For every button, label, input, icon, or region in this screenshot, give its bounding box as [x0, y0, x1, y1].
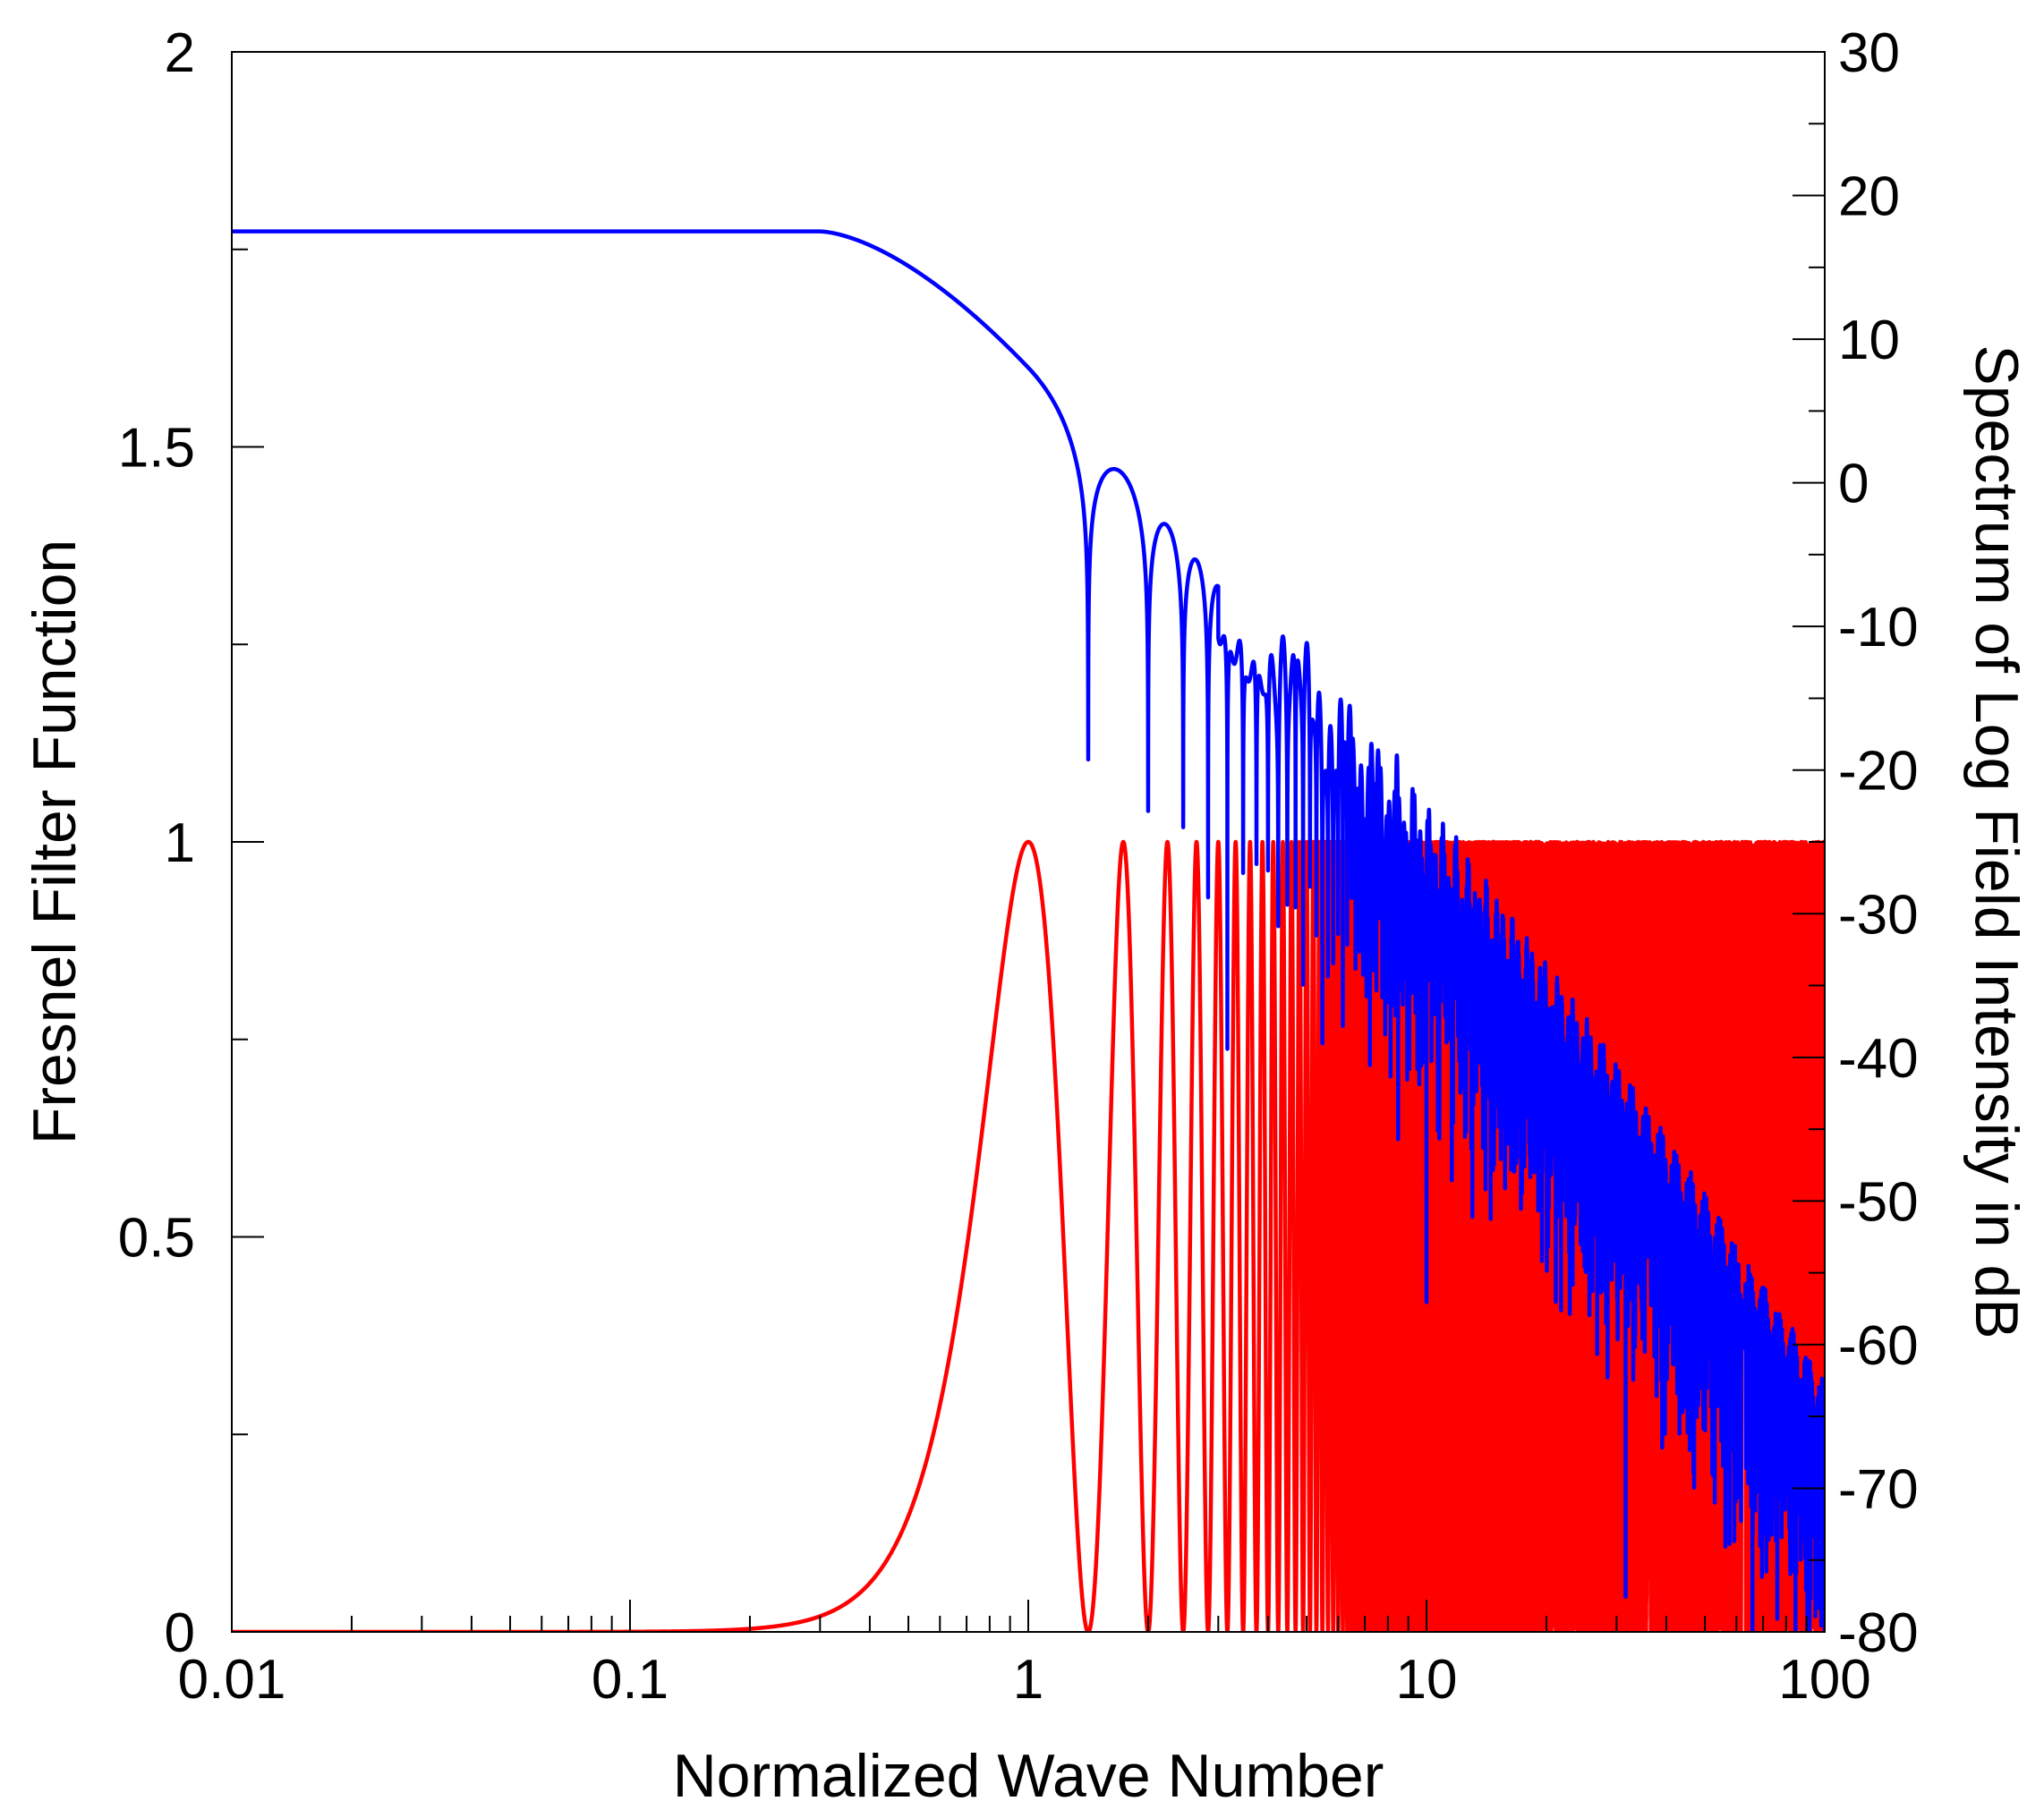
- y-right-tick-label: -50: [1838, 1171, 1919, 1233]
- x-axis-title: Normalized Wave Number: [673, 1742, 1384, 1810]
- y-left-tick-label: 2: [165, 22, 195, 84]
- x-tick-label: 0.01: [178, 1649, 286, 1711]
- y-right-tick-label: 20: [1838, 166, 1900, 228]
- y-left-tick-label: 1.5: [118, 418, 195, 480]
- y-left-tick-label: 1: [165, 812, 195, 874]
- y-axis-right-title: Spectrum of Log Field Intensity in dB: [1963, 344, 2031, 1338]
- y-right-tick-label: -40: [1838, 1028, 1919, 1090]
- y-right-tick-label: 30: [1838, 22, 1900, 84]
- x-tick-label: 0.1: [592, 1649, 669, 1711]
- y-right-tick-label: -30: [1838, 884, 1919, 946]
- y-axis-left-title: Fresnel Filter Function: [21, 539, 89, 1144]
- y-right-tick-label: -70: [1838, 1458, 1919, 1520]
- series-line-log-field-spectrum: [232, 229, 1825, 1632]
- y-left-tick-label: 0.5: [118, 1208, 195, 1270]
- y-right-tick-label: -20: [1838, 741, 1919, 803]
- y-right-tick-label: -10: [1838, 597, 1919, 658]
- x-tick-label: 10: [1396, 1649, 1458, 1711]
- y-right-tick-label: -80: [1838, 1602, 1919, 1664]
- y-right-tick-label: -60: [1838, 1315, 1919, 1377]
- x-tick-label: 1: [1013, 1649, 1043, 1711]
- y-right-tick-label: 0: [1838, 454, 1869, 515]
- y-right-tick-label: 10: [1838, 310, 1900, 371]
- x-tick-label: 100: [1778, 1649, 1870, 1711]
- y-left-tick-label: 0: [165, 1602, 195, 1664]
